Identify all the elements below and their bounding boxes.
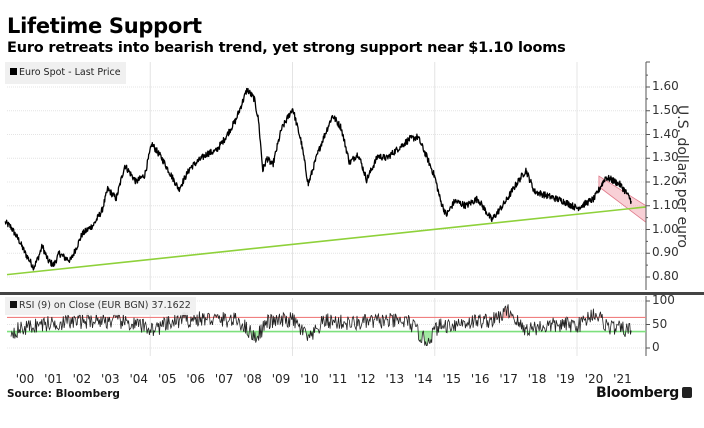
x-axis-tick-label: '21: [613, 372, 632, 386]
rsi-axis-tick-label: 0: [652, 340, 660, 354]
y-axis-label: U.S. dollars per euro: [674, 105, 690, 249]
bearish-channel: [598, 175, 647, 224]
price-legend-label: Euro Spot - Last Price: [19, 67, 121, 78]
x-axis-tick-label: '15: [442, 372, 462, 386]
x-axis-tick-label: '06: [186, 372, 205, 386]
x-axis-tick-label: '01: [44, 372, 63, 386]
x-axis-tick-label: '04: [129, 372, 149, 386]
price-axis-tick-label: 1.50: [652, 102, 679, 117]
x-axis-tick-label: '09: [271, 372, 291, 386]
x-axis-tick-label: '02: [72, 372, 92, 386]
x-axis-tick-label: '19: [556, 372, 575, 386]
x-axis-tick-label: '07: [214, 372, 234, 386]
price-axis-tick-label: 1.30: [652, 150, 679, 165]
x-axis-tick-label: '20: [584, 372, 604, 386]
rsi-axis-tick-label: 100: [652, 293, 675, 307]
chart-subtitle: Euro retreats into bearish trend, yet st…: [7, 40, 566, 56]
x-axis-tick-label: '00: [15, 372, 35, 386]
x-axis-tick-label: '17: [499, 372, 518, 386]
chart-title: Lifetime Support: [7, 14, 202, 38]
source-note: Source: Bloomberg: [7, 388, 120, 400]
x-axis-tick-label: '13: [385, 372, 405, 386]
x-axis-tick-label: '08: [243, 372, 262, 386]
x-axis-tick-label: '16: [470, 372, 490, 386]
x-axis-tick-label: '10: [300, 372, 319, 386]
x-axis-tick-label: '14: [414, 372, 433, 386]
x-axis-tick-label: '11: [328, 372, 348, 386]
x-axis-tick-label: '18: [527, 372, 547, 386]
price-axis-tick-label: 1.40: [652, 126, 679, 141]
price-axis-tick-label: 1.60: [652, 79, 679, 93]
rsi-axis-tick-label: 50: [652, 316, 668, 331]
x-axis-tick-label: '12: [357, 372, 376, 386]
panel-divider: [0, 292, 704, 295]
brand-logo: Bloomberg: [596, 385, 692, 401]
rsi-legend: RSI (9) on Close (EUR BGN) 37.1622: [5, 297, 196, 315]
rsi-legend-label: RSI (9) on Close (EUR BGN) 37.1622: [19, 300, 191, 311]
price-axis-tick-label: 1.20: [652, 174, 679, 188]
bloomberg-terminal-icon: [682, 387, 692, 398]
price-axis-tick-label: 0.80: [652, 269, 679, 283]
price-axis-tick-label: 1.10: [652, 197, 679, 212]
price-legend: Euro Spot - Last Price: [5, 62, 126, 84]
euro-price-line: [4, 87, 632, 271]
x-axis-tick-label: '03: [101, 372, 120, 386]
x-axis-tick-label: '05: [157, 372, 177, 386]
legend-swatch-icon: [10, 68, 17, 75]
price-axis-tick-label: 1.00: [652, 221, 679, 236]
price-axis-tick-label: 0.90: [652, 245, 679, 260]
support-trend-line: [6, 206, 647, 276]
legend-swatch-icon: [10, 301, 17, 308]
brand-name: Bloomberg: [595, 385, 679, 401]
